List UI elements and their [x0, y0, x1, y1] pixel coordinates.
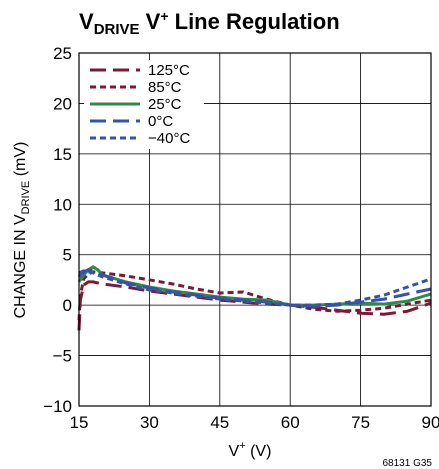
- y-axis-label: CHANGE IN VDRIVE (mV): [12, 142, 32, 319]
- series-line: [77, 268, 432, 308]
- legend: 125°C85°C25°C0°C−40°C: [84, 60, 204, 149]
- chart-title: VDRIVE V+ Line Regulation: [79, 8, 340, 38]
- y-tick-label: 0: [63, 296, 72, 315]
- x-tick-label: 45: [210, 413, 229, 432]
- plot-frame: [78, 52, 432, 407]
- x-axis-label: V+ (V): [229, 440, 272, 460]
- y-tick-label: 10: [53, 195, 72, 214]
- legend-label: 85°C: [148, 79, 182, 96]
- y-tick-labels: 25 20 15 10 5 0 −5 −10: [43, 44, 72, 416]
- y-tick-label: 15: [53, 145, 72, 164]
- x-tick-label: 90: [422, 413, 439, 432]
- title-subscript: DRIVE: [94, 21, 140, 38]
- series-line: [77, 270, 432, 321]
- ylabel-subscript: DRIVE: [20, 181, 32, 215]
- x-tick-label: 15: [70, 413, 89, 432]
- x-tick-label: 30: [140, 413, 159, 432]
- series-line: [78, 269, 432, 307]
- x-tick-labels: 15 30 45 60 75 90: [70, 413, 439, 432]
- legend-label: 0°C: [148, 113, 173, 130]
- y-tick-label: −5: [53, 347, 72, 366]
- legend-label: −40°C: [148, 130, 190, 147]
- y-tick-label: 25: [53, 44, 72, 63]
- x-tick-label: 75: [351, 413, 370, 432]
- y-tick-label: 20: [53, 94, 72, 113]
- figure-code: 68131 G35: [383, 458, 433, 469]
- x-tick-label: 60: [281, 413, 300, 432]
- y-tick-label: −10: [43, 397, 72, 416]
- y-tick-label: 5: [63, 246, 72, 265]
- series-line: [77, 280, 432, 331]
- legend-label: 125°C: [148, 62, 190, 79]
- legend-label: 25°C: [148, 96, 182, 113]
- title-superscript: +: [160, 8, 168, 24]
- series-layer: [77, 265, 432, 331]
- xlabel-superscript: +: [239, 440, 245, 452]
